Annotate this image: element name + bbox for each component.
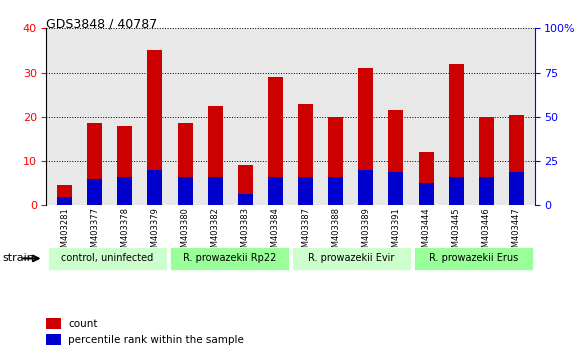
Bar bbox=[449, 177, 464, 205]
Bar bbox=[87, 179, 102, 205]
Text: GDS3848 / 40787: GDS3848 / 40787 bbox=[46, 18, 157, 31]
Text: GSM403389: GSM403389 bbox=[361, 207, 370, 258]
Bar bbox=[46, 334, 61, 346]
Bar bbox=[148, 51, 163, 205]
Bar bbox=[148, 170, 163, 205]
Text: GSM403383: GSM403383 bbox=[241, 207, 250, 258]
Bar bbox=[238, 166, 253, 205]
Bar bbox=[57, 198, 72, 205]
Text: percentile rank within the sample: percentile rank within the sample bbox=[69, 335, 245, 345]
Bar bbox=[57, 185, 72, 205]
Text: GSM403377: GSM403377 bbox=[90, 207, 99, 258]
Bar bbox=[298, 177, 313, 205]
Text: GSM403281: GSM403281 bbox=[60, 207, 69, 258]
Bar bbox=[46, 318, 61, 329]
FancyBboxPatch shape bbox=[48, 247, 167, 270]
Text: R. prowazekii Rp22: R. prowazekii Rp22 bbox=[183, 253, 276, 263]
Text: GSM403387: GSM403387 bbox=[301, 207, 310, 258]
Bar bbox=[389, 172, 403, 205]
Text: control, uninfected: control, uninfected bbox=[62, 253, 153, 263]
Bar bbox=[117, 177, 132, 205]
Bar bbox=[328, 177, 343, 205]
Bar bbox=[358, 68, 374, 205]
FancyBboxPatch shape bbox=[414, 247, 533, 270]
Bar bbox=[479, 117, 494, 205]
Bar bbox=[178, 124, 192, 205]
Text: strain: strain bbox=[3, 253, 35, 263]
Bar bbox=[117, 126, 132, 205]
Bar bbox=[449, 64, 464, 205]
Bar bbox=[298, 104, 313, 205]
Bar bbox=[509, 115, 524, 205]
Bar bbox=[358, 170, 374, 205]
Bar bbox=[328, 117, 343, 205]
Text: R. prowazekii Evir: R. prowazekii Evir bbox=[309, 253, 394, 263]
Bar bbox=[509, 172, 524, 205]
Bar bbox=[418, 183, 433, 205]
Text: GSM403444: GSM403444 bbox=[422, 207, 431, 258]
Bar bbox=[207, 177, 223, 205]
FancyBboxPatch shape bbox=[170, 247, 289, 270]
Text: count: count bbox=[69, 319, 98, 329]
Text: GSM403446: GSM403446 bbox=[482, 207, 491, 258]
Bar bbox=[178, 177, 192, 205]
Bar bbox=[389, 110, 403, 205]
Text: GSM403378: GSM403378 bbox=[120, 207, 130, 258]
Bar bbox=[418, 152, 433, 205]
Bar bbox=[87, 124, 102, 205]
Bar bbox=[238, 194, 253, 205]
Bar bbox=[207, 106, 223, 205]
Bar bbox=[268, 177, 283, 205]
Text: GSM403379: GSM403379 bbox=[150, 207, 159, 258]
Text: GSM403391: GSM403391 bbox=[392, 207, 400, 258]
Text: GSM403380: GSM403380 bbox=[181, 207, 189, 258]
Bar bbox=[268, 77, 283, 205]
Text: GSM403388: GSM403388 bbox=[331, 207, 340, 258]
Text: GSM403384: GSM403384 bbox=[271, 207, 280, 258]
Text: GSM403447: GSM403447 bbox=[512, 207, 521, 258]
Bar bbox=[479, 177, 494, 205]
FancyBboxPatch shape bbox=[292, 247, 411, 270]
Text: GSM403445: GSM403445 bbox=[451, 207, 461, 258]
Text: GSM403382: GSM403382 bbox=[211, 207, 220, 258]
Text: R. prowazekii Erus: R. prowazekii Erus bbox=[429, 253, 518, 263]
